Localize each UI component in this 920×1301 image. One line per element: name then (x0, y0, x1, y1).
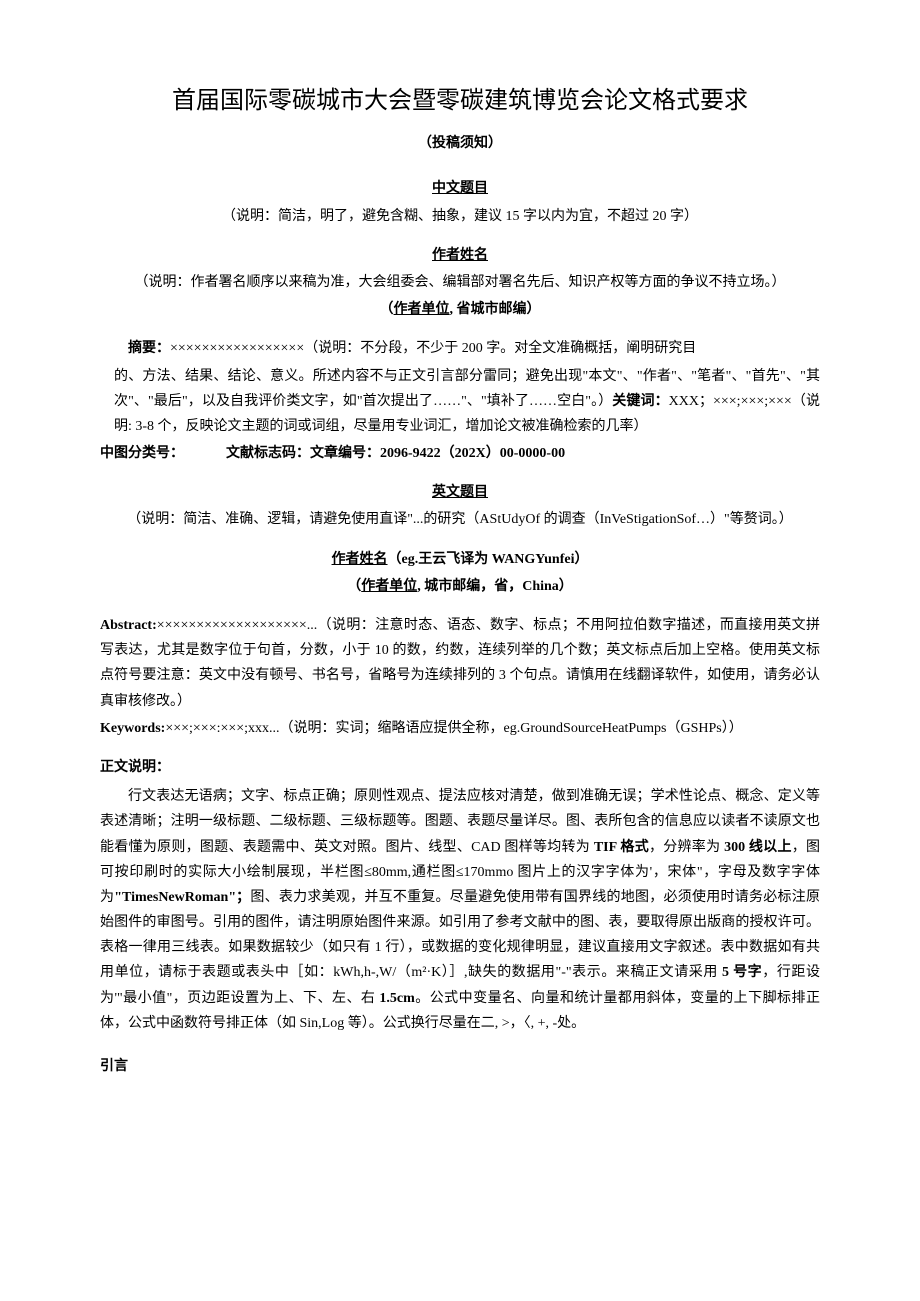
unit-label: 作者单位 (394, 302, 450, 317)
en-author-eg: （eg.王云飞译为 WANGYunfei） (388, 552, 589, 567)
body-margin: 1.5cm (379, 991, 414, 1006)
cn-title-header: 中文题目 (100, 176, 820, 201)
en-abstract-block: Abstract:×××××××××××××××××××...（说明：注意时态、… (100, 613, 820, 714)
body-label: 正文说明： (100, 755, 820, 780)
unit-tail: , 省城市邮编） (450, 302, 541, 317)
keywords-label: 关键词： (612, 394, 668, 409)
cls-lit: 文献标志码： (226, 446, 310, 461)
en-unit-label: 作者单位 (361, 579, 417, 594)
en-abstract-xs: ×××××××××××××××××××... (157, 618, 318, 633)
cls-art-label: 文章编号： (310, 446, 380, 461)
body-text: 行文表达无语病；文字、标点正确；原则性观点、提法应核对清楚，做到准确无误；学术性… (100, 784, 820, 1036)
intro-label: 引言 (100, 1054, 820, 1079)
cls-art-num: 2096-9422（202X）00-0000-00 (380, 446, 565, 461)
abstract-xs: ××××××××××××××××× (170, 341, 304, 356)
abstract-block: 摘要：×××××××××××××××××（说明：不分段，不少于 200 字。对全… (100, 336, 820, 361)
author-header: 作者姓名 (100, 243, 820, 268)
en-unit-line: （作者单位, 城市邮编，省，China） (100, 574, 820, 599)
en-author-label: 作者姓名 (332, 552, 388, 567)
en-author-line: 作者姓名（eg.王云飞译为 WANGYunfei） (100, 547, 820, 572)
page-subtitle: （投稿须知） (100, 131, 820, 156)
en-unit-tail: , 城市邮编，省，China） (417, 579, 573, 594)
abstract-note1: （说明：不分段，不少于 200 字。对全文准确概括，阐明研究目 (304, 341, 696, 356)
en-abstract-label: Abstract: (100, 618, 157, 633)
classify-line: 中图分类号： 文献标志码：文章编号：2096-9422（202X）00-0000-… (100, 441, 820, 466)
en-keywords-block: Keywords:×××;×××:×××;xxx...（说明：实词；缩略语应提供… (100, 716, 820, 741)
page-title: 首届国际零碳城市大会暨零碳建筑博览会论文格式要求 (100, 80, 820, 123)
author-unit: （作者单位, 省城市邮编） (100, 297, 820, 322)
body-res: 300 线以上 (724, 840, 792, 855)
abstract-note2: 的、方法、结果、结论、意义。所述内容不与正文引言部分雷同；避免出现"本文"、"作… (100, 364, 820, 440)
body-t2: ，分辨率为 (649, 840, 724, 855)
author-note: （说明：作者署名顺序以来稿为准，大会组委会、编辑部对署名先后、知识产权等方面的争… (100, 270, 820, 295)
en-title-header: 英文题目 (100, 480, 820, 505)
body-font: "TimesNewRoman"； (114, 890, 250, 905)
en-keywords-text: ×××;×××:×××;xxx...（说明：实词；缩略语应提供全称，eg.Gro… (165, 721, 742, 736)
en-title-note: （说明：简洁、准确、逻辑，请避免使用直译"...的研究（AStUdyOf 的调查… (100, 507, 820, 532)
cls-cn: 中图分类号： (100, 446, 184, 461)
abstract-label: 摘要： (128, 341, 170, 356)
body-tif: TIF 格式 (594, 840, 649, 855)
body-fontsize: 5 号字 (722, 965, 762, 980)
en-keywords-label: Keywords: (100, 721, 165, 736)
cn-title-note: （说明：简洁，明了，避免含糊、抽象，建议 15 字以内为宜，不超过 20 字） (100, 204, 820, 229)
